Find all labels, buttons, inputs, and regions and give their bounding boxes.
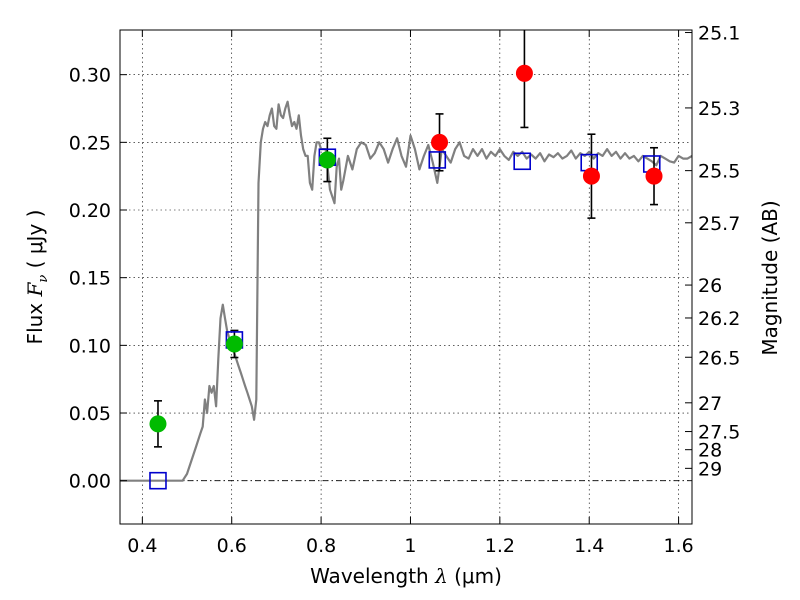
y2-tick-label: 28 <box>698 440 722 462</box>
y2-axis-label: Magnitude (AB) <box>758 200 782 355</box>
y-axis-label: Flux Fν ( μJy ) <box>23 210 51 345</box>
acs-photometry-point <box>149 415 167 433</box>
errorbar-layer <box>153 30 659 448</box>
y2-tick-label: 26.2 <box>698 308 740 330</box>
y2-tick-label: 27 <box>698 393 722 415</box>
y-tick-label: 0.30 <box>69 65 111 87</box>
wfc3-photometry-point <box>515 64 533 82</box>
x-tick-label: 1.2 <box>485 535 515 557</box>
y-tick-label: 0.25 <box>69 132 111 154</box>
y2-tick-label: 26 <box>698 275 722 297</box>
acs-photometry-point <box>225 335 243 353</box>
y-tick-label: 0.20 <box>69 200 111 222</box>
y2-tick-label: 27.5 <box>698 422 740 444</box>
y-tick-label: 0.05 <box>69 403 111 425</box>
x-tick-label: 1 <box>404 535 416 557</box>
wfc3-photometry-point <box>431 133 449 151</box>
y2-tick-label: 25.5 <box>698 161 740 183</box>
y-tick-label: 0.15 <box>69 268 111 290</box>
y2-tick-label: 25.7 <box>698 213 740 235</box>
spectrum-layer <box>120 100 693 482</box>
y-tick-label: 0.10 <box>69 335 111 357</box>
x-tick-label: 0.4 <box>127 535 157 557</box>
wfc3-photometry-point <box>582 167 600 185</box>
model-spectrum-line <box>120 100 693 482</box>
x-tick-label: 0.8 <box>306 535 336 557</box>
model-photometry-square <box>428 151 447 169</box>
y-tick-label: 0.00 <box>69 471 111 493</box>
model-photometry-square <box>149 471 167 490</box>
x-tick-label: 0.6 <box>217 535 247 557</box>
wfc3-photometry-point <box>645 167 663 185</box>
plot-frame <box>119 29 693 525</box>
marker-layer <box>149 64 663 490</box>
x-axis-label: Wavelength λ (μm) <box>310 564 502 588</box>
model-photometry-square <box>513 152 531 171</box>
x-tick-label: 1.6 <box>663 535 693 557</box>
y2-tick-label: 29 <box>698 458 722 480</box>
x-tick-label: 1.4 <box>574 535 604 557</box>
y2-tick-label: 25.3 <box>698 98 740 120</box>
y2-tick-label: 26.5 <box>698 347 740 369</box>
acs-photometry-point <box>318 151 336 169</box>
tick-layer: 0.4 0.6 0.8 1 1.2 1.4 1.6 0.00 0.05 0.10 0.15 0.20 0… <box>69 23 741 557</box>
y2-tick-label: 25.1 <box>698 23 740 45</box>
grid-layer <box>120 30 692 524</box>
